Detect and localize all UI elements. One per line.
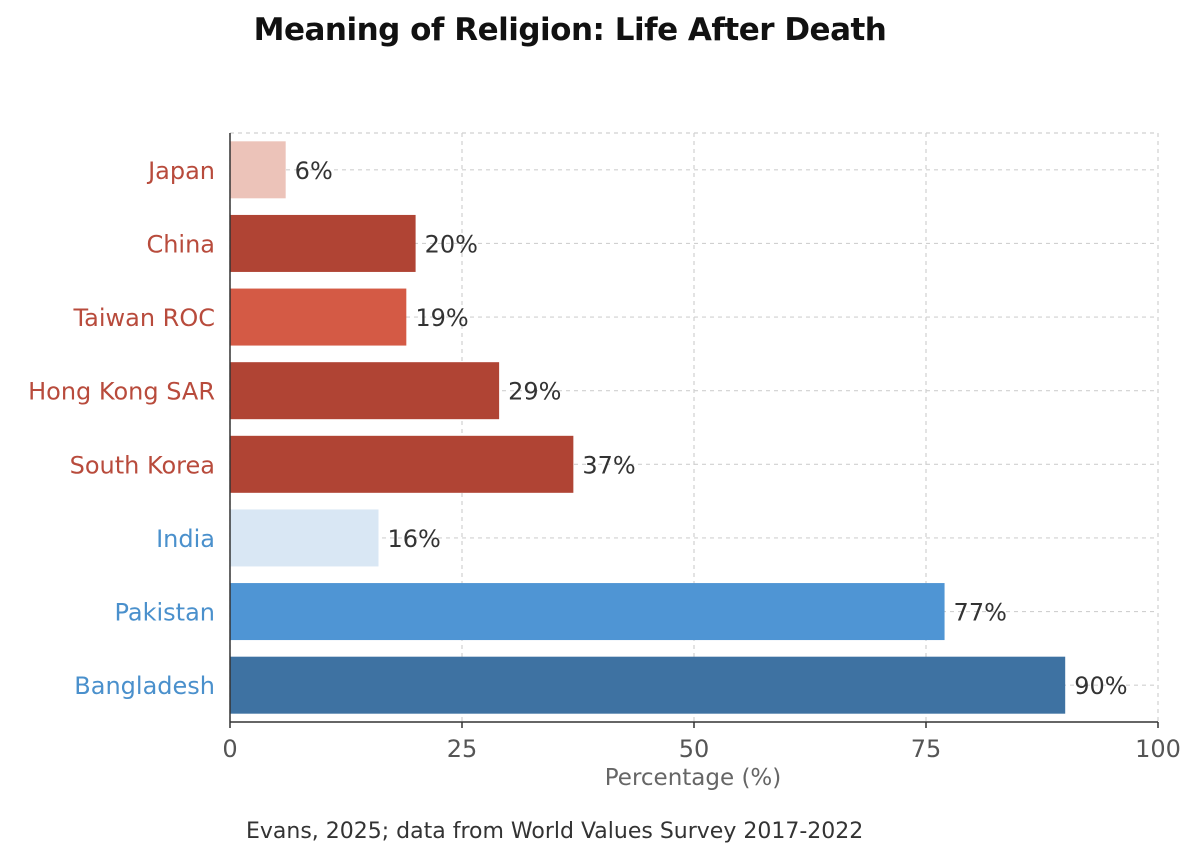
bar [230,288,407,346]
x-axis-title: Percentage (%) [605,765,782,791]
bar [230,141,286,199]
chart-title: Meaning of Religion: Life After Death [253,12,887,48]
x-tick-label: 100 [1135,735,1181,763]
bar [230,214,416,272]
category-labels: Japan China Taiwan ROC Hong Kong SAR South K… [28,157,215,700]
bar-value-label: 16% [387,525,440,553]
bar [230,362,500,420]
x-tick-label: 0 [222,735,237,763]
bars [230,141,1066,714]
bar-value-label: 29% [508,378,561,406]
source-note: Evans, 2025; data from World Values Surv… [246,819,864,844]
bar [230,509,379,567]
bar-chart: 6% 20% 19% 29% 37% 16% 77% 90% Japan China Taiwan… [28,132,1181,791]
bar [230,435,574,493]
bar-value-label: 19% [415,304,468,332]
category-label: South Korea [70,451,215,479]
bar-value-label: 90% [1074,672,1127,700]
category-label: China [146,230,215,258]
x-tick-label: 50 [679,735,710,763]
bar [230,656,1066,714]
category-label: Japan [146,157,215,185]
category-label: Taiwan ROC [72,304,215,332]
x-tick-label: 25 [447,735,478,763]
category-label: Pakistan [115,599,216,627]
bar-value-label: 20% [425,230,478,258]
x-tick-label: 75 [911,735,942,763]
category-label: India [156,525,215,553]
bar-value-label: 37% [582,451,635,479]
category-label: Bangladesh [74,672,215,700]
value-labels: 6% 20% 19% 29% 37% 16% 77% 90% [295,157,1128,700]
bar-value-label: 77% [954,599,1007,627]
bar-value-label: 6% [295,157,333,185]
x-axis: 0 25 50 75 100 [222,133,1181,763]
category-label: Hong Kong SAR [28,378,215,406]
bar [230,583,945,641]
